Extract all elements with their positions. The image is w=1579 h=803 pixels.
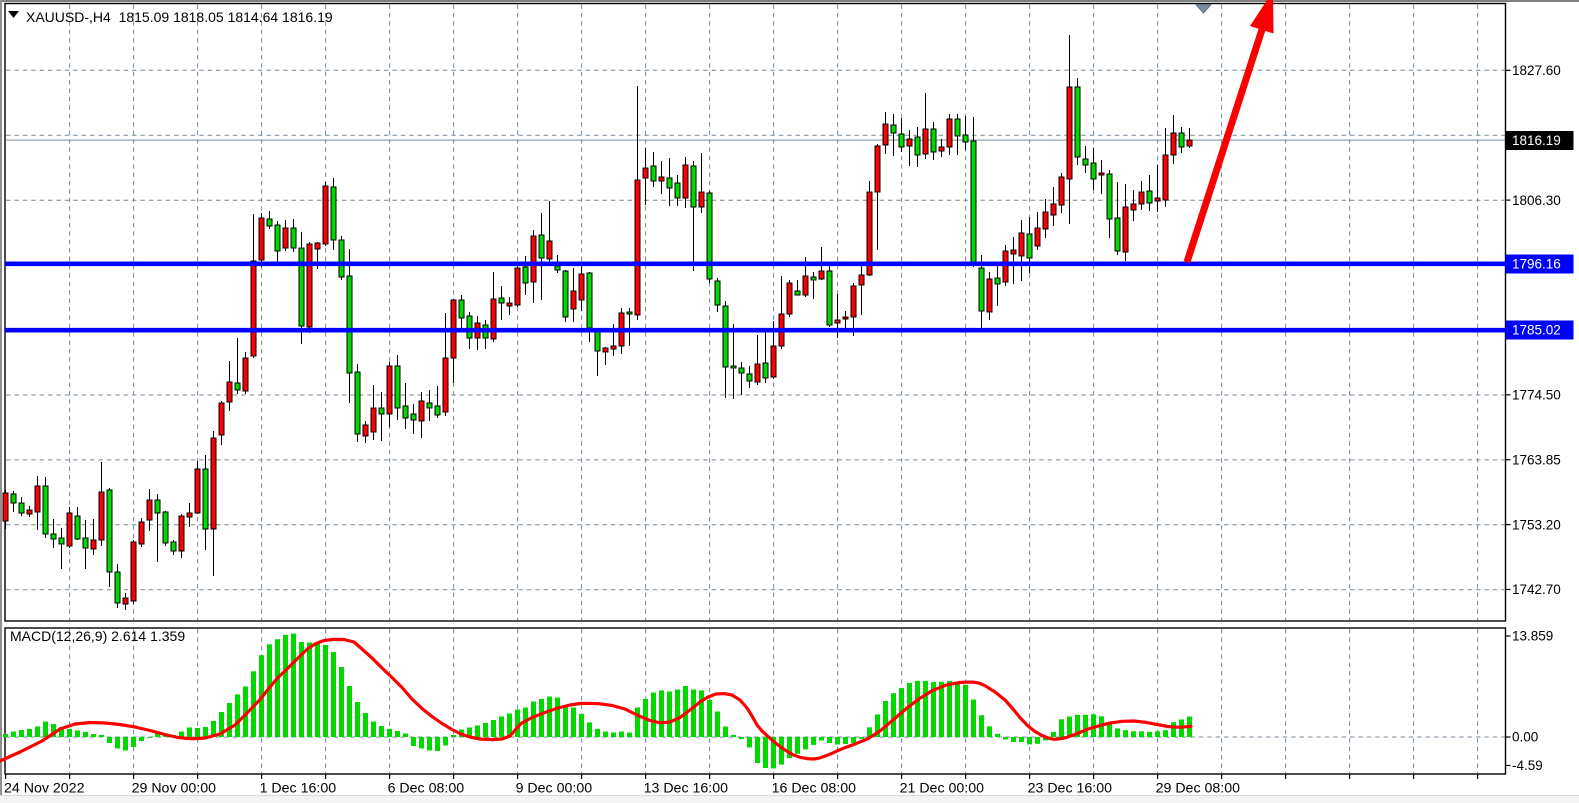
svg-text:29 Nov 00:00: 29 Nov 00:00 xyxy=(132,781,217,797)
svg-text:24 Nov 2022: 24 Nov 2022 xyxy=(4,781,85,797)
svg-text:1796.16: 1796.16 xyxy=(1512,257,1561,272)
svg-text:1753.20: 1753.20 xyxy=(1512,517,1561,532)
svg-text:29 Dec 08:00: 29 Dec 08:00 xyxy=(1156,781,1241,797)
svg-text:6 Dec 08:00: 6 Dec 08:00 xyxy=(388,781,465,797)
svg-text:13.859: 13.859 xyxy=(1512,629,1553,644)
svg-text:MACD(12,26,9) 2.614 1.359: MACD(12,26,9) 2.614 1.359 xyxy=(10,628,185,644)
svg-text:21 Dec 00:00: 21 Dec 00:00 xyxy=(900,781,985,797)
svg-text:1827.60: 1827.60 xyxy=(1512,63,1561,78)
svg-text:-4.59: -4.59 xyxy=(1512,758,1543,773)
svg-text:XAUUSD-,H4 1815.09 1818.05 18: XAUUSD-,H4 1815.09 1818.05 1814.64 1816.… xyxy=(26,9,333,25)
svg-text:1742.70: 1742.70 xyxy=(1512,582,1561,597)
svg-text:1 Dec 16:00: 1 Dec 16:00 xyxy=(260,781,337,797)
svg-text:0.00: 0.00 xyxy=(1512,730,1538,745)
svg-text:13 Dec 16:00: 13 Dec 16:00 xyxy=(644,781,729,797)
svg-text:1806.30: 1806.30 xyxy=(1512,193,1561,208)
svg-text:23 Dec 16:00: 23 Dec 16:00 xyxy=(1028,781,1113,797)
svg-text:1774.50: 1774.50 xyxy=(1512,388,1561,403)
svg-text:9 Dec 00:00: 9 Dec 00:00 xyxy=(516,781,593,797)
svg-text:1763.85: 1763.85 xyxy=(1512,452,1561,467)
svg-text:1816.19: 1816.19 xyxy=(1512,133,1561,148)
svg-text:16 Dec 08:00: 16 Dec 08:00 xyxy=(772,781,857,797)
svg-text:1785.02: 1785.02 xyxy=(1512,323,1561,338)
